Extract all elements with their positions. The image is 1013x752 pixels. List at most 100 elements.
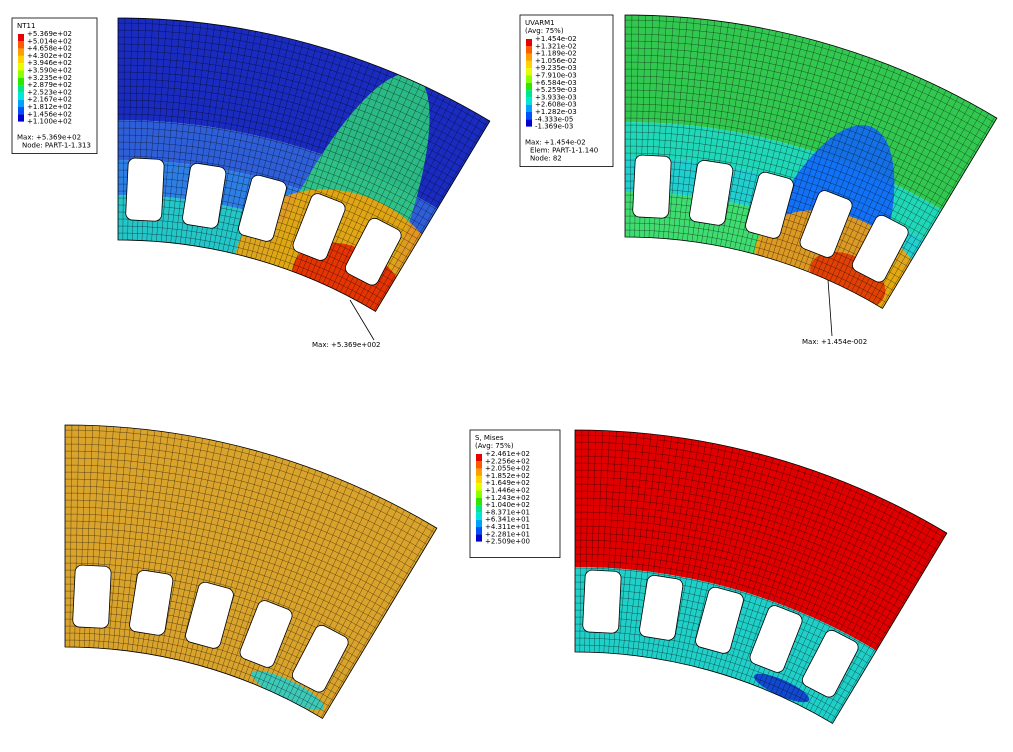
legend-value: +1.040e+02	[485, 501, 530, 509]
legend-value: +2.167e+02	[27, 96, 72, 104]
slot	[345, 217, 402, 286]
legend: UVARM1(Avg: 75%)+1.454e-02+1.321e-02+1.1…	[519, 14, 614, 168]
contour-plots	[64, 14, 998, 724]
legend-subtitle: (Avg: 75%)	[475, 442, 514, 450]
legend-value: +1.100e+02	[27, 118, 72, 126]
legend-swatch	[526, 68, 532, 76]
legend-value: +1.282e-03	[535, 108, 577, 116]
legend-value: +1.812e+02	[27, 103, 72, 111]
legend-value: +1.454e-02	[535, 35, 577, 43]
slot	[695, 586, 744, 654]
legend-value: +1.321e-02	[535, 42, 577, 50]
legend-swatch	[476, 497, 482, 506]
legend-value: +1.852e+02	[485, 472, 530, 480]
legend-title: UVARM1	[525, 19, 555, 27]
slot	[238, 174, 287, 242]
legend-value: +4.302e+02	[27, 52, 72, 60]
slot	[799, 190, 853, 258]
legend-value: +3.933e-03	[535, 93, 577, 101]
legend-value: +3.590e+02	[27, 67, 72, 75]
legend-swatch	[18, 77, 24, 86]
mesh-body	[118, 18, 490, 312]
legend-value: +2.509e+00	[485, 538, 530, 546]
legend: NT11+5.369e+02+5.014e+02+4.658e+02+4.302…	[11, 17, 98, 155]
contour-region	[251, 670, 324, 711]
legend-swatch	[526, 75, 532, 83]
mesh-body	[575, 430, 947, 724]
legend-value: +6.341e+01	[485, 516, 530, 524]
slot	[125, 157, 165, 222]
legend-value: +2.523e+02	[27, 88, 72, 96]
sector-outline	[64, 424, 438, 719]
legends: NT11+5.369e+02+5.014e+02+4.658e+02+4.302…	[11, 14, 614, 558]
legend-value: +1.649e+02	[485, 479, 530, 487]
legend-value: +1.446e+02	[485, 487, 530, 495]
max-annotation: Max: +5.369e+002	[312, 341, 381, 349]
legend-value: +2.879e+02	[27, 81, 72, 89]
leader-line	[349, 299, 375, 341]
legend-swatch	[18, 55, 24, 64]
slot	[129, 569, 174, 636]
legend-value: +2.055e+02	[485, 465, 530, 473]
mesh-lines	[575, 430, 947, 724]
contour-band	[575, 430, 947, 656]
slot	[185, 581, 234, 649]
legend-value: +2.256e+02	[485, 457, 530, 465]
contour-plot	[64, 424, 438, 719]
legend-swatch	[526, 90, 532, 98]
sector-outline	[624, 14, 998, 309]
slot	[582, 569, 622, 634]
slot	[745, 171, 794, 239]
slot	[239, 600, 293, 668]
leader-line	[827, 279, 833, 337]
legend-box	[519, 14, 614, 168]
legend-value: -4.333e-05	[535, 115, 573, 123]
contour-plot	[624, 14, 998, 309]
legend-swatch	[476, 454, 482, 462]
slot	[749, 605, 803, 673]
contour-band	[118, 120, 447, 249]
legend-value: +2.281e+01	[485, 530, 530, 538]
legend-value: +5.014e+02	[27, 37, 72, 45]
legend-swatch	[526, 119, 532, 127]
legend-value: +7.910e-03	[535, 72, 577, 80]
contour-region	[754, 673, 810, 703]
slot	[639, 574, 684, 641]
legend-value: +1.243e+02	[485, 494, 530, 502]
legend-swatch	[476, 483, 482, 491]
legend-value: +3.235e+02	[27, 74, 72, 82]
legend-footer: Node: 82	[530, 155, 562, 163]
legend-value: -1.369e-03	[535, 123, 573, 131]
legend-title: S, Mises	[475, 434, 504, 442]
legend-swatch	[18, 41, 24, 49]
mesh-lines	[118, 18, 490, 312]
max-annotation: Max: +1.454e-002	[802, 338, 867, 346]
legend-box	[11, 17, 98, 155]
legend-swatch	[526, 112, 532, 120]
legend-swatch	[526, 104, 532, 112]
legend-value: +1.189e-02	[535, 50, 577, 58]
legend-box	[469, 429, 561, 558]
legend-swatch	[18, 92, 24, 100]
sector-outline	[574, 429, 948, 724]
legend-swatch	[18, 114, 24, 122]
mesh-body	[65, 425, 437, 719]
legend-swatch	[18, 48, 24, 56]
legend-value: +5.369e+02	[27, 30, 72, 38]
legend-swatch	[18, 63, 24, 71]
legend-swatch	[526, 53, 532, 61]
slot	[852, 214, 909, 283]
slot	[802, 629, 859, 698]
slot	[292, 624, 349, 693]
legend-footer: Elem: PART-1-1.140	[530, 147, 598, 155]
contour-plot	[117, 17, 491, 312]
legend-swatch	[476, 505, 482, 513]
legend-title: NT11	[17, 22, 35, 30]
legend-value: +3.946e+02	[27, 59, 72, 67]
legend-subtitle: (Avg: 75%)	[525, 27, 564, 35]
legend-value: +9.235e-03	[535, 64, 577, 72]
legend-footer: Node: PART-1-1.313	[22, 142, 91, 150]
legend-value: +4.311e+01	[485, 523, 530, 531]
legend-swatch	[526, 60, 532, 69]
